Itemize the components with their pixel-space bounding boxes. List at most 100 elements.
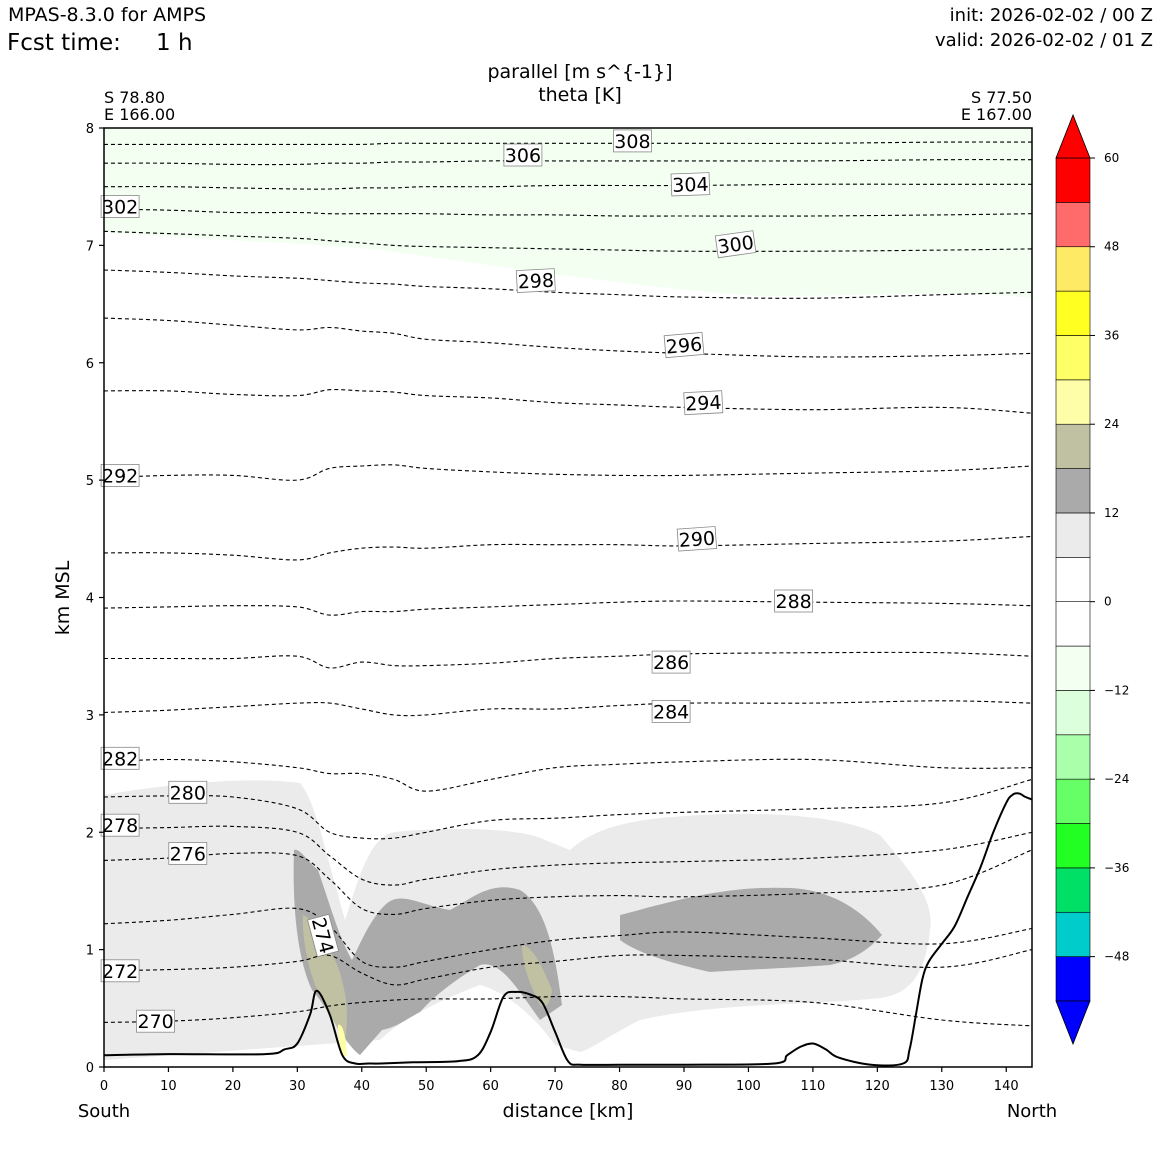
contour-label-294: 294: [683, 390, 724, 416]
left-coord-lat: S 78.80: [104, 88, 165, 107]
model-title: MPAS-8.3.0 for AMPS: [8, 4, 207, 26]
x-tick-label: 0: [100, 1079, 108, 1094]
y-tick-label: 7: [86, 239, 94, 254]
x-axis-label: distance [km]: [503, 1100, 634, 1122]
y-tick-label: 2: [86, 826, 94, 841]
x-tick-label: 60: [482, 1079, 499, 1094]
theta-contour-labels: 270 272 274 276 278 280 282 284 286 288 290 292 294 2…: [100, 129, 813, 1033]
colorbar-segment: [1055, 778, 1091, 824]
contour-label-text: 306: [505, 145, 541, 167]
parallel-wind-shading: [104, 128, 1032, 1060]
colorbar-segment: [1055, 468, 1091, 514]
shade-khaki-right: [522, 945, 552, 1007]
colorbar-extend-high: [1055, 113, 1091, 159]
contour-label-text: 302: [102, 197, 138, 219]
contour-label-text: 292: [102, 465, 138, 487]
contour-label-286: 286: [651, 650, 691, 674]
theta-contour-286: [104, 651, 1032, 669]
contour-label-text: 298: [517, 270, 554, 294]
contour-label-text: 280: [170, 782, 206, 804]
fcst-time-value: 1 h: [156, 30, 193, 56]
contour-label-text: 270: [137, 1011, 173, 1033]
colorbar-segment: [1055, 557, 1091, 602]
colorbar-tick-label: 36: [1104, 328, 1119, 342]
colorbar-segment: [1055, 423, 1091, 469]
y-tick-label: 3: [86, 709, 94, 724]
colorbar-tick-label: 12: [1104, 506, 1119, 520]
y-tick-label: 1: [86, 944, 94, 959]
theta-contour-282: [104, 758, 1032, 792]
theta-contour-308: [104, 141, 1032, 146]
x-tick-label: 20: [225, 1079, 242, 1094]
colorbar-segment: [1055, 956, 1091, 1002]
terrain-profile: [104, 792, 1032, 1067]
theta-contour-276: [104, 849, 1032, 915]
contour-label-302: 302: [100, 195, 140, 219]
contour-label-text: 308: [614, 131, 650, 153]
x-tick-label: 90: [676, 1079, 693, 1094]
theta-contour-300: [104, 230, 1032, 252]
colorbar-segment: [1055, 734, 1091, 780]
x-tick-label: 70: [547, 1079, 564, 1094]
contour-label-text: 286: [653, 652, 689, 674]
contour-label-270: 270: [136, 1009, 176, 1033]
y-tick-label: 5: [86, 474, 94, 489]
contour-label-290: 290: [676, 526, 718, 552]
contour-label-308: 308: [613, 129, 652, 153]
contour-label-272: 272: [100, 959, 140, 983]
shade-dark-gray-left: [293, 849, 562, 1055]
contour-label-278: 278: [100, 813, 140, 837]
left-coord-lon: E 166.00: [104, 105, 175, 124]
theta-contour-292: [104, 464, 1032, 481]
contour-label-280: 280: [168, 780, 208, 804]
colorbar-tick-label: −24: [1104, 772, 1129, 786]
colorbar-segment: [1055, 645, 1091, 691]
theta-contour-304: [104, 183, 1032, 190]
y-tick-label: 8: [86, 122, 94, 137]
contour-label-288: 288: [774, 589, 813, 613]
theta-contour-302: [104, 208, 1032, 217]
contour-label-text: 284: [653, 701, 689, 723]
colorbar-tick-label: −48: [1104, 950, 1129, 964]
contour-label-text: 296: [665, 334, 703, 359]
colorbar: −48 −36 −24 −12 0 12 24 36 48 60: [1055, 113, 1129, 1046]
chart-title-line2: theta [K]: [538, 84, 622, 106]
x-tick-label: 10: [160, 1079, 177, 1094]
south-label: South: [78, 1101, 130, 1122]
colorbar-segment: [1055, 335, 1091, 381]
theta-contour-294: [104, 388, 1032, 414]
right-coord-lon: E 167.00: [961, 105, 1032, 124]
x-tick-label: 110: [800, 1079, 825, 1094]
contour-label-text: 288: [775, 591, 811, 613]
x-tick-label: 120: [865, 1079, 890, 1094]
y-axis-ticks: 0 1 2 3 4 5 6 7 8: [86, 122, 104, 1076]
colorbar-segment: [1055, 246, 1091, 292]
fcst-time-label: Fcst time:: [7, 30, 121, 56]
colorbar-segment: [1055, 690, 1091, 736]
contour-label-298: 298: [515, 268, 556, 294]
north-label: North: [1007, 1101, 1057, 1122]
contour-label-282: 282: [100, 746, 140, 770]
chart-title-line1: parallel [m s^{-1}]: [487, 61, 672, 83]
x-tick-label: 100: [736, 1079, 761, 1094]
contour-label-text: 300: [716, 232, 755, 259]
contour-label-text: 272: [102, 961, 138, 983]
shade-khaki-left: [302, 915, 347, 1040]
init-time: init: 2026-02-02 / 00 Z: [949, 5, 1153, 26]
contour-label-284: 284: [651, 700, 691, 723]
theta-contour-288: [104, 600, 1032, 616]
colorbar-tick-label: 24: [1104, 417, 1119, 431]
contour-label-306: 306: [503, 143, 543, 167]
theta-contour-296: [104, 317, 1032, 358]
x-tick-label: 130: [929, 1079, 954, 1094]
colorbar-segment: [1055, 911, 1091, 957]
colorbar-segment: [1055, 823, 1091, 869]
colorbar-tick-label: 60: [1104, 151, 1119, 165]
contour-label-text: 276: [170, 843, 206, 865]
colorbar-tick-label: 0: [1104, 595, 1112, 609]
contour-label-text: 282: [102, 748, 138, 770]
colorbar-tick-label: 48: [1104, 240, 1119, 254]
x-tick-label: 50: [418, 1079, 435, 1094]
y-tick-label: 4: [86, 592, 94, 607]
